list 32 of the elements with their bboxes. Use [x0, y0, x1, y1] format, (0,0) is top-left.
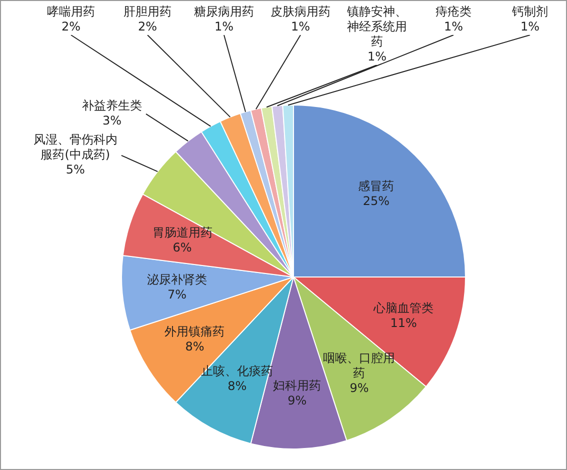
- data-label: 1%: [520, 20, 540, 34]
- data-label: 11%: [390, 316, 417, 330]
- slice-label: 心脑血管类: [372, 301, 434, 316]
- data-label: 1%: [290, 20, 310, 34]
- data-label: 2%: [138, 20, 158, 34]
- slice-label: 泌尿补肾类: [147, 272, 208, 287]
- slice-label: 外用镇痛药: [164, 324, 225, 338]
- data-label: 5%: [66, 162, 85, 177]
- data-label: 2%: [61, 20, 81, 34]
- slice-label: 感冒药: [358, 178, 394, 193]
- slice-label: 皮肤病用药: [270, 4, 330, 19]
- data-label: 9%: [350, 380, 369, 395]
- data-label: 25%: [362, 194, 390, 208]
- slice-label: 补益养生类: [82, 98, 142, 113]
- slice-label: 风湿、骨伤科内服药(中成药): [33, 132, 118, 162]
- slice-label: 镇静安神、神经系统用药: [346, 4, 407, 49]
- data-label: 1%: [367, 50, 387, 64]
- data-label: 1%: [444, 20, 464, 34]
- slice-label: 胃肠道用药: [152, 225, 212, 240]
- slice-label: 哮喘用药: [47, 4, 95, 19]
- slice-label: 妇科用药: [273, 378, 322, 393]
- data-label: 8%: [228, 379, 247, 394]
- data-label: 9%: [288, 394, 307, 408]
- data-label: 1%: [214, 20, 234, 34]
- data-label: 3%: [102, 114, 122, 128]
- slice-label: 钙制剂: [511, 4, 548, 19]
- data-label: 7%: [168, 288, 187, 302]
- data-label: 6%: [172, 240, 192, 254]
- slice-label: 痔疮类: [436, 4, 472, 19]
- slice-label: 肝胆用药: [124, 4, 172, 19]
- slice-label: 糖尿病用药: [194, 4, 254, 19]
- data-label: 8%: [185, 339, 204, 354]
